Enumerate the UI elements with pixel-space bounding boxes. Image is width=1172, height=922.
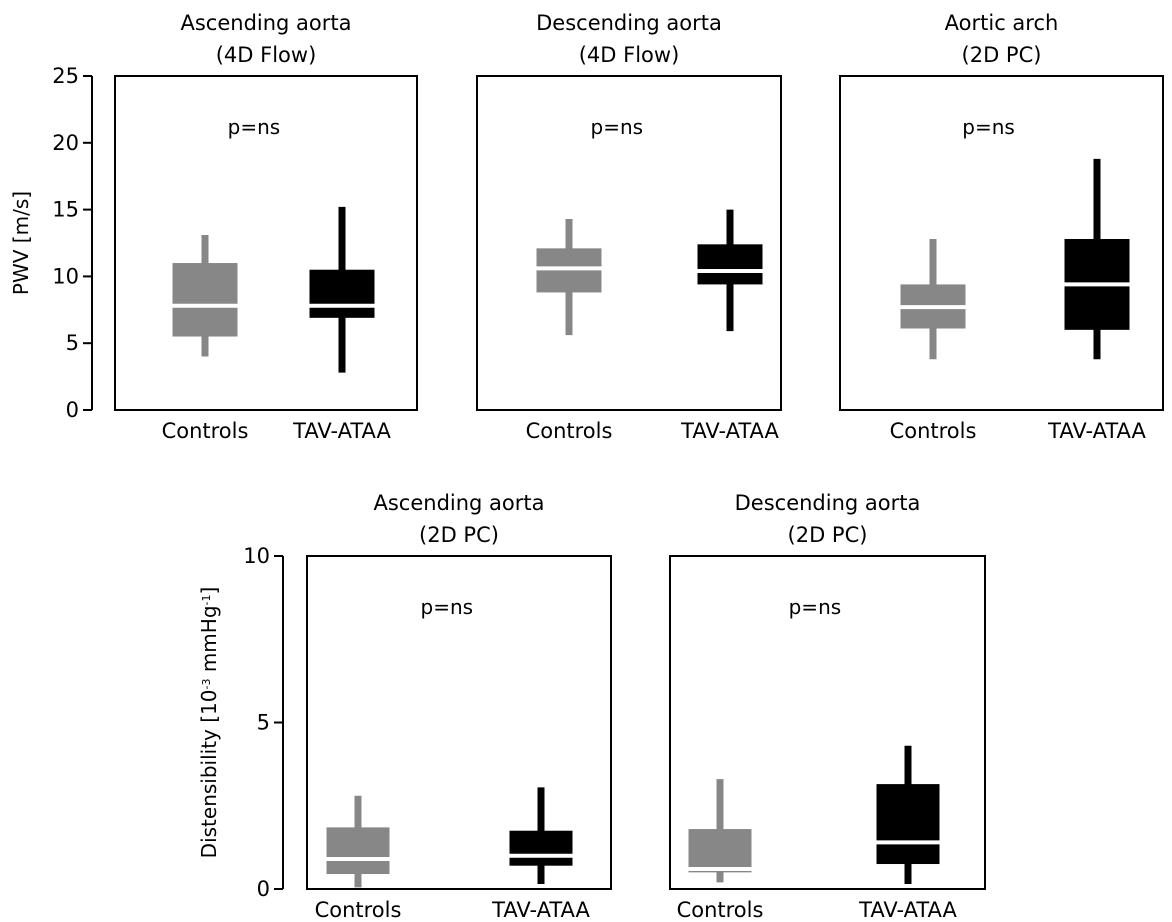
y-tick-label: 5 [257, 711, 270, 735]
panel-title-line: (4D Flow) [579, 43, 680, 67]
plot-frame [306, 555, 612, 890]
plot-frame [114, 75, 418, 411]
y-axis-label: Distensibility [10-3 mmHg-1] [197, 587, 221, 859]
box-iqr [172, 263, 238, 337]
box-iqr [326, 827, 390, 875]
box-tav-ataa [309, 206, 375, 373]
box-iqr [509, 830, 573, 866]
p-value-label: p=ns [421, 595, 474, 619]
box-iqr [876, 784, 940, 865]
y-tick-label: 20 [52, 131, 79, 155]
box-iqr [309, 269, 375, 318]
x-category-label: TAV-ATAA [680, 419, 779, 443]
box-controls [536, 218, 602, 336]
y-tick-label: 0 [66, 398, 79, 422]
panel-title-line: Descending aorta [735, 491, 921, 515]
panel-title-line: (2D PC) [419, 523, 499, 547]
box-iqr [688, 829, 752, 873]
x-category-label: TAV-ATAA [491, 898, 590, 922]
panel-title-line: (2D PC) [962, 43, 1042, 67]
p-value-label: p=ns [962, 115, 1015, 139]
p-value-label: p=ns [591, 115, 644, 139]
p-value-label: p=ns [789, 595, 842, 619]
box-controls [326, 795, 390, 888]
panel-5: Descending aorta (2D PC) p=ns Controls TAV-A… [669, 491, 986, 922]
box-iqr [697, 244, 763, 285]
x-category-label: Controls [526, 419, 613, 443]
y-tick-label: 10 [243, 544, 270, 568]
panel-title-line: Ascending aorta [180, 11, 351, 35]
x-category-label: TAV-ATAA [858, 898, 957, 922]
box-tav-ataa [1064, 158, 1130, 360]
box-tav-ataa [876, 745, 940, 885]
panel-title-line: (4D Flow) [216, 43, 317, 67]
y-tick-label: 5 [66, 331, 79, 355]
plot-frame [476, 75, 782, 411]
x-category-label: Controls [162, 419, 249, 443]
box-controls [688, 779, 752, 883]
x-category-label: Controls [890, 419, 977, 443]
panel-title-line: Aortic arch [945, 11, 1059, 35]
plot-frame [669, 555, 986, 890]
y-tick-label: 15 [52, 198, 79, 222]
panel-title-line: Descending aorta [536, 11, 722, 35]
y-tick-label: 25 [52, 64, 79, 88]
box-tav-ataa [697, 209, 763, 332]
box-iqr [536, 248, 602, 293]
panel-1: Ascending aorta (4D Flow) p=ns 0 5 10 15 20 25 PW… [9, 11, 418, 443]
box-tav-ataa [509, 787, 573, 885]
panel-title-line: (2D PC) [788, 523, 868, 547]
panel-4: Ascending aorta (2D PC) p=ns 0 5 10 Distensibi… [197, 491, 612, 922]
x-category-label: TAV-ATAA [1047, 419, 1146, 443]
panel-title-line: Ascending aorta [373, 491, 544, 515]
y-tick-label: 10 [52, 264, 79, 288]
box-controls [172, 234, 238, 357]
plot-frame [839, 75, 1164, 411]
panel-3: Aortic arch (2D PC) p=ns Controls TAV-ATAA [839, 11, 1164, 443]
x-category-label: Controls [677, 898, 764, 922]
x-category-label: Controls [315, 898, 402, 922]
y-tick-label: 0 [257, 877, 270, 901]
x-category-label: TAV-ATAA [292, 419, 391, 443]
y-axis-label: PWV [m/s] [9, 191, 33, 295]
p-value-label: p=ns [228, 115, 281, 139]
panel-2: Descending aorta (4D Flow) p=ns Controls TAV… [476, 11, 782, 443]
box-controls [900, 238, 966, 360]
